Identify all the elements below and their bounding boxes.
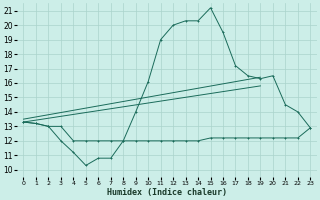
X-axis label: Humidex (Indice chaleur): Humidex (Indice chaleur) xyxy=(107,188,227,197)
